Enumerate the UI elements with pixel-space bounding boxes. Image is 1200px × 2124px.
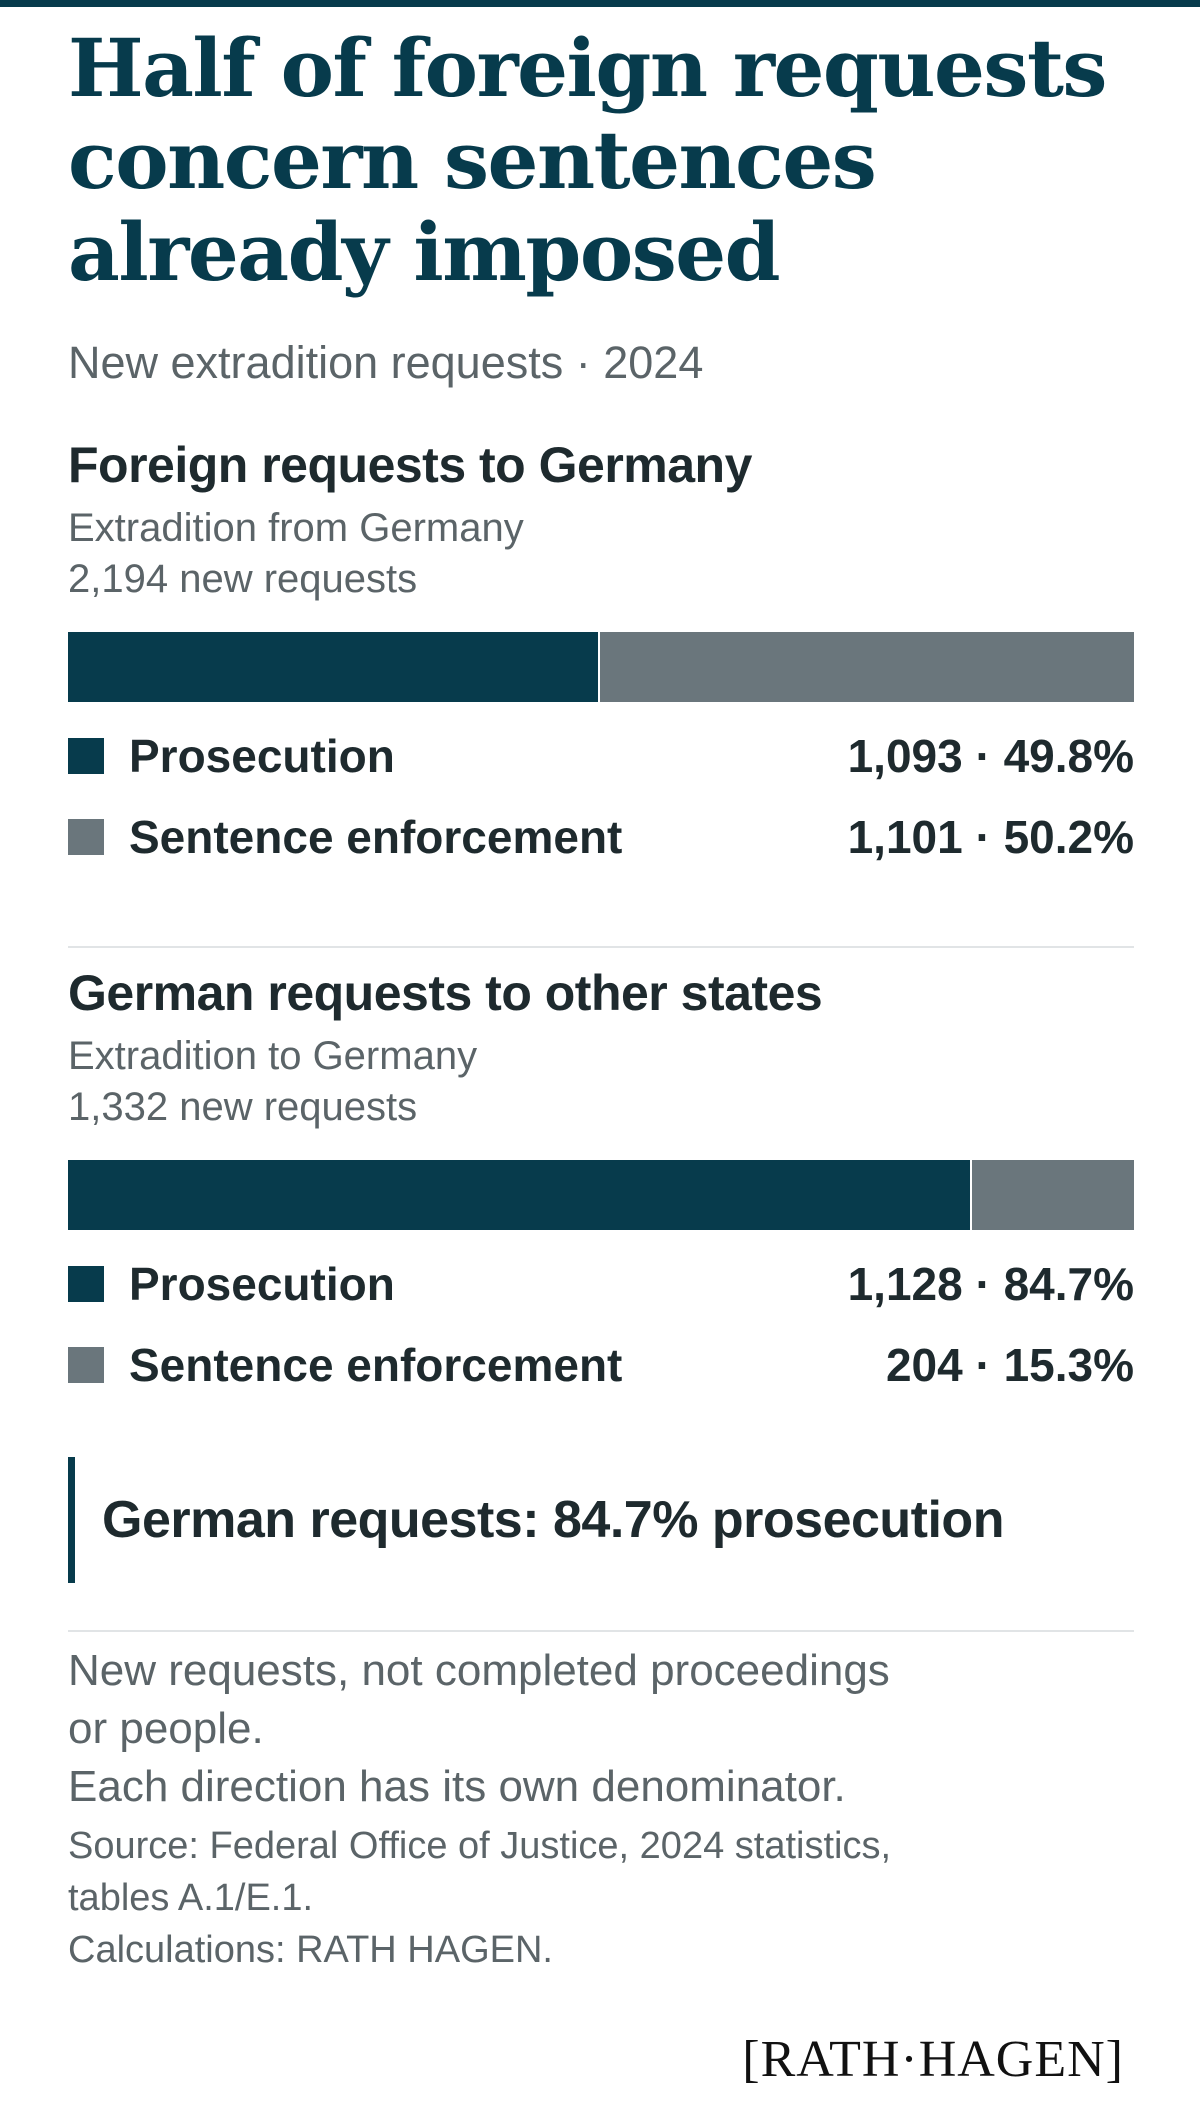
bar-segment-prosecution (68, 632, 599, 702)
bar-divider (598, 632, 600, 702)
section-subtitle: Extradition from Germany (68, 506, 524, 550)
section-total: 2,194 new requests (68, 557, 418, 601)
legend-label: Sentence enforcement (129, 1339, 623, 1391)
legend-row-prosecution: Prosecution 1,128 · 84.7% (68, 1254, 1134, 1314)
section-german-requests: German requests to other states Extradit… (68, 964, 1134, 1391)
section-title: German requests to other states (68, 965, 823, 1021)
subtitle: New extradition requests · 2024 (68, 337, 704, 388)
section-foreign-requests: Foreign requests to Germany Extradition … (68, 436, 1134, 863)
stacked-bar (68, 1160, 1134, 1230)
bar-divider (970, 1160, 972, 1230)
top-rule (0, 0, 1200, 7)
stacked-bar (68, 632, 1134, 702)
brand-logo: [RATH·HAGEN] (742, 2031, 1124, 2088)
callout: German requests: 84.7% prosecution (68, 1457, 1141, 1583)
legend-label: Prosecution (129, 1258, 395, 1310)
note-line: New requests, not completed proceedings (68, 1646, 890, 1695)
source-line: Source: Federal Office of Justice, 2024 … (68, 1825, 892, 1867)
callout-text: German requests: 84.7% prosecution (102, 1491, 1004, 1549)
bar-segment-sentence-enforcement (599, 632, 1134, 702)
section-title: Foreign requests to Germany (68, 437, 752, 493)
legend-label: Sentence enforcement (129, 811, 623, 863)
section-subtitle: Extradition to Germany (68, 1034, 478, 1078)
bar-segment-sentence-enforcement (971, 1160, 1134, 1230)
data-label: 1,101 · 50.2% (847, 811, 1134, 863)
bar-segment-prosecution (68, 1160, 971, 1230)
legend-swatch-prosecution (68, 1266, 104, 1302)
divider (68, 946, 1134, 948)
legend-row-prosecution: Prosecution 1,093 · 49.8% (68, 726, 1134, 786)
data-label: 1,093 · 49.8% (847, 730, 1134, 782)
note-line: Each direction has its own denominator. (68, 1762, 846, 1811)
data-label: 204 · 15.3% (885, 1339, 1134, 1391)
note-line: or people. (68, 1704, 264, 1753)
legend-row-sentence-enforcement: Sentence enforcement 1,101 · 50.2% (68, 807, 1134, 867)
legend-label: Prosecution (129, 730, 395, 782)
legend-swatch-sentence-enforcement (68, 819, 104, 855)
divider (68, 1630, 1134, 1632)
headline: Half of foreign requests concern sentenc… (68, 21, 1107, 299)
legend-row-sentence-enforcement: Sentence enforcement 204 · 15.3% (68, 1335, 1134, 1395)
source-line: tables A.1/E.1. (68, 1877, 314, 1919)
legend-swatch-sentence-enforcement (68, 1347, 104, 1383)
section-total: 1,332 new requests (68, 1085, 418, 1129)
data-label: 1,128 · 84.7% (847, 1258, 1134, 1310)
calculations-line: Calculations: RATH HAGEN. (68, 1929, 553, 1971)
legend-swatch-prosecution (68, 738, 104, 774)
